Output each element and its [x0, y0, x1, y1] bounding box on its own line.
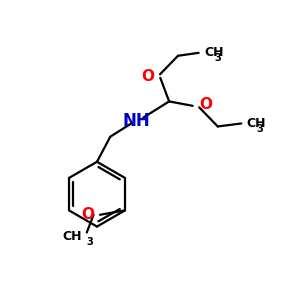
Text: O: O — [82, 207, 95, 222]
Text: O: O — [141, 69, 154, 84]
Text: O: O — [199, 97, 212, 112]
Text: CH: CH — [247, 117, 266, 130]
Text: 3: 3 — [86, 237, 93, 247]
Text: CH: CH — [204, 46, 224, 59]
Text: CH: CH — [63, 230, 83, 243]
Text: 3: 3 — [214, 53, 220, 63]
Text: NH: NH — [123, 112, 151, 130]
Text: 3: 3 — [256, 124, 263, 134]
